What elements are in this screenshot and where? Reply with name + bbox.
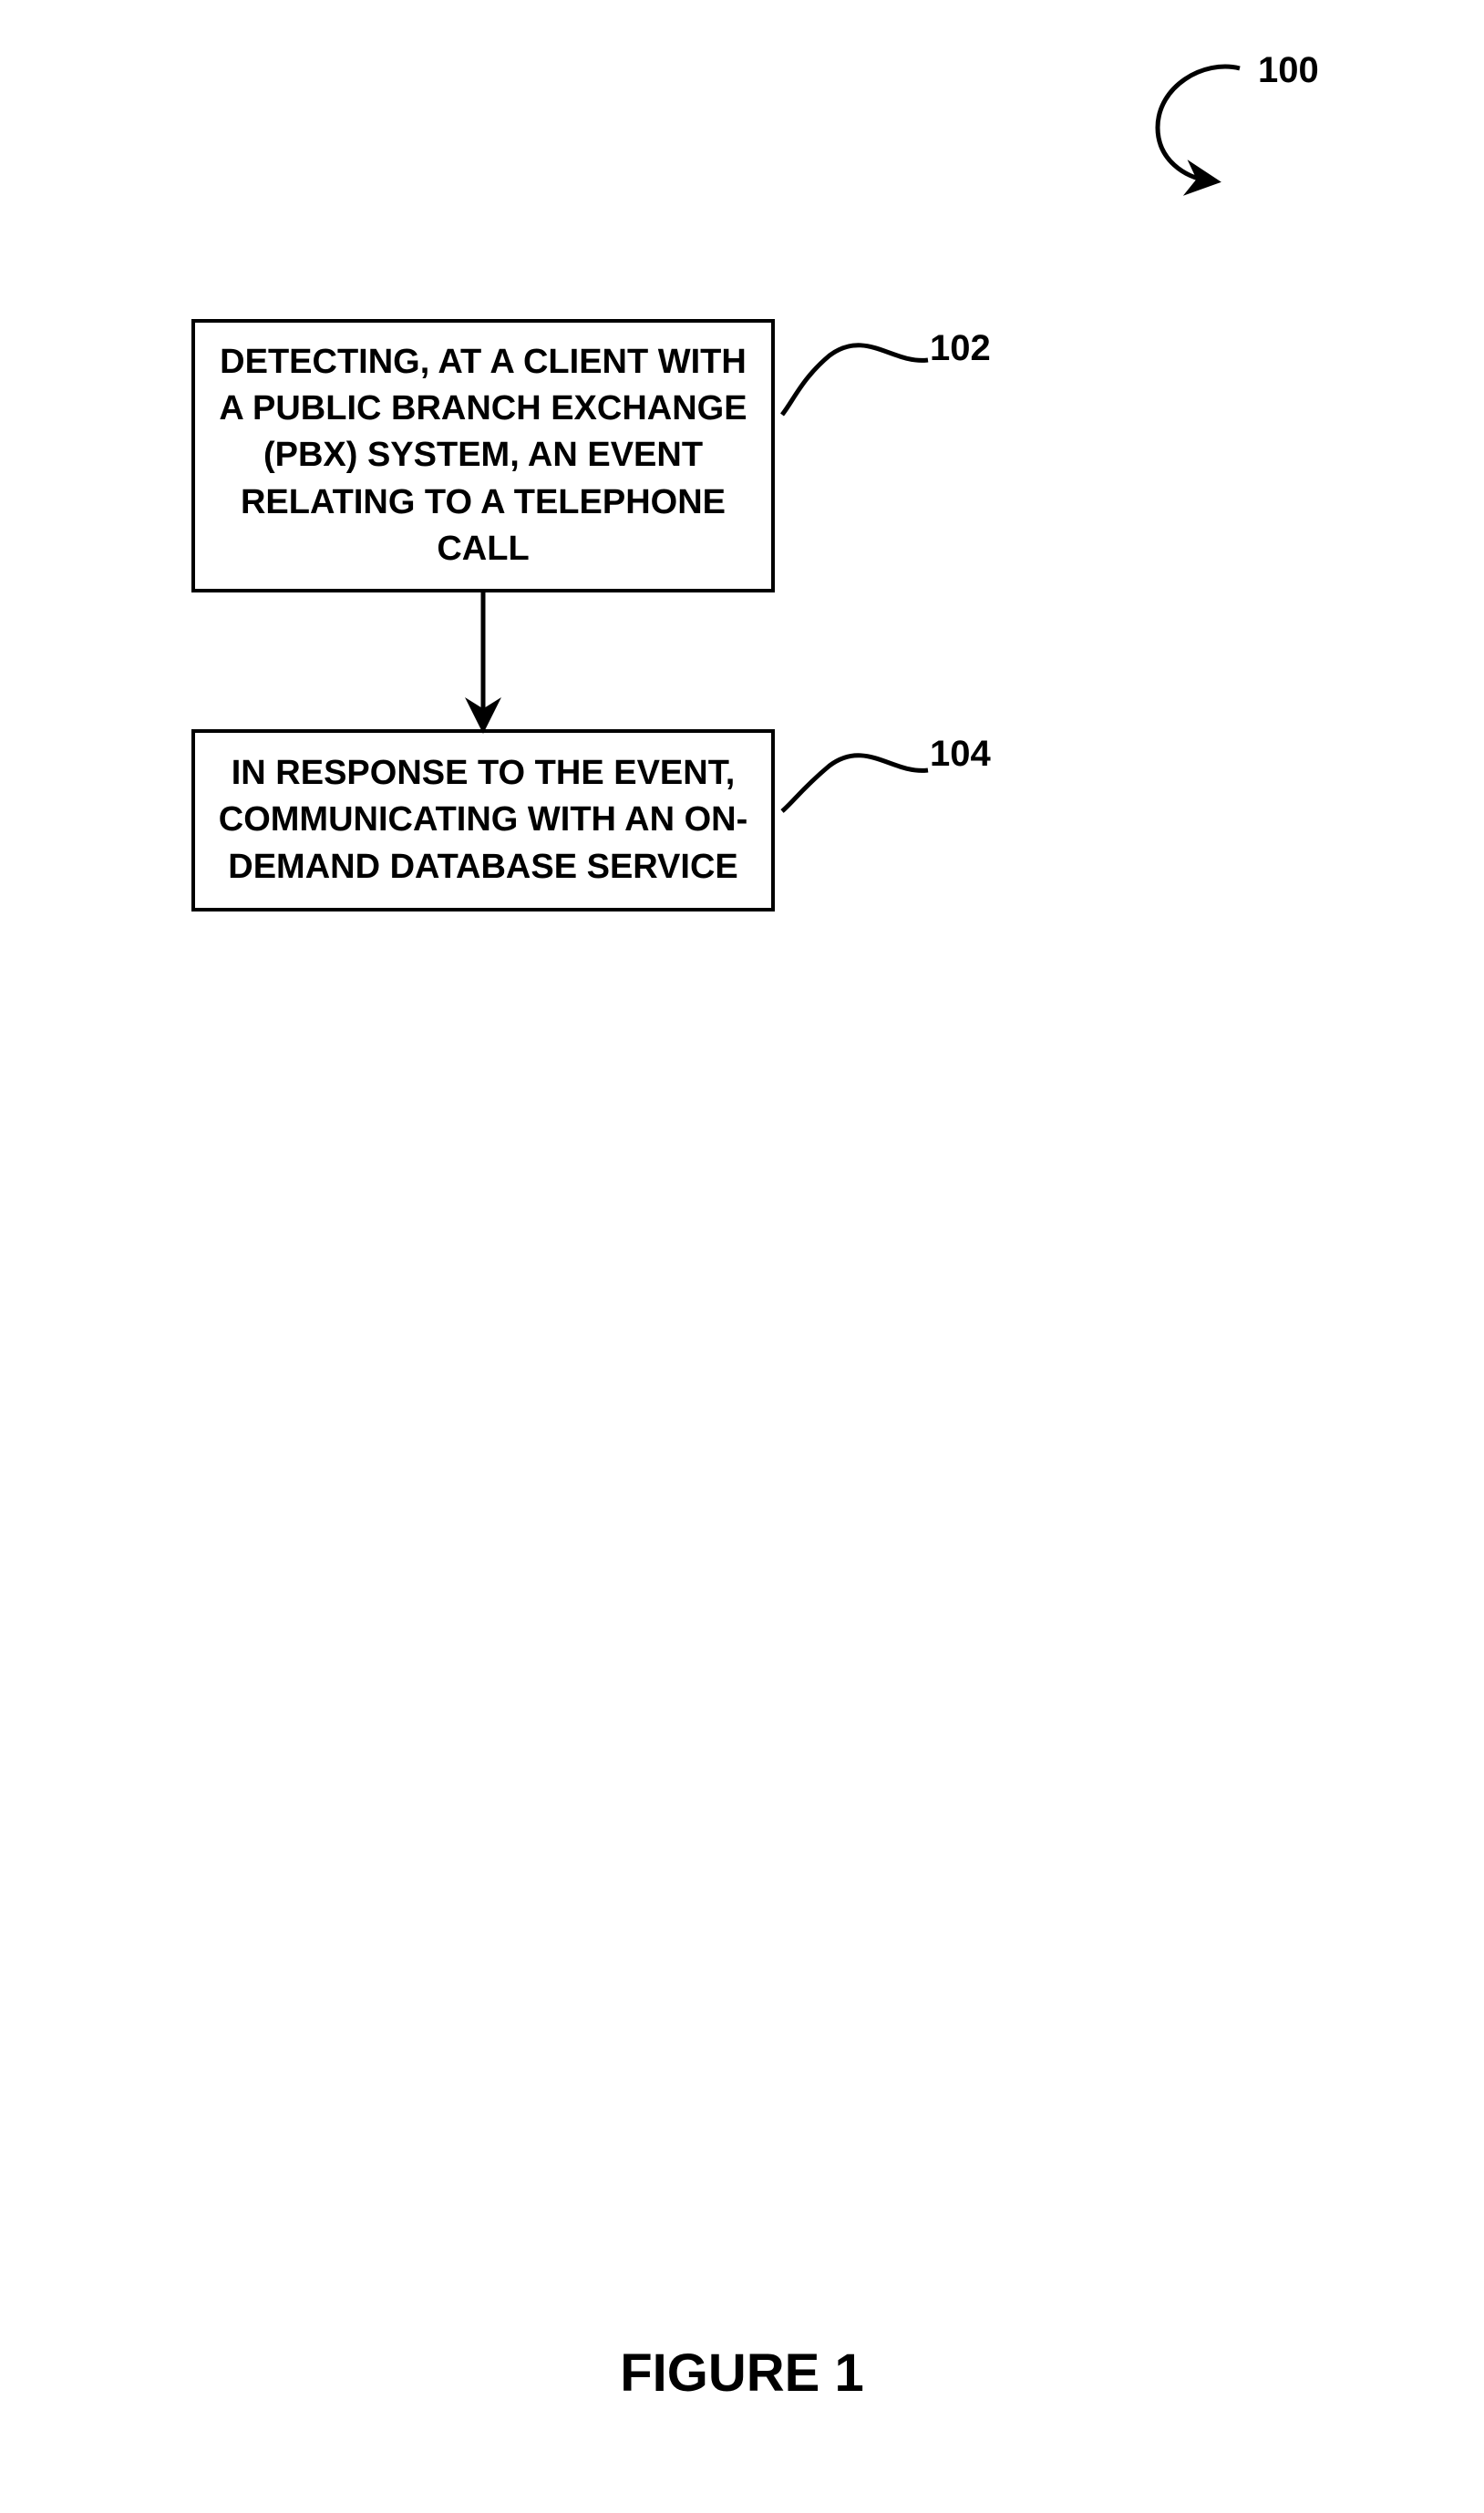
- node-104-text: IN RESPONSE TO THE EVENT, COMMUNICATING …: [213, 750, 753, 891]
- node-102-text: DETECTING, AT A CLIENT WITH A PUBLIC BRA…: [213, 339, 753, 572]
- callout-arrow-104: [782, 756, 928, 811]
- callout-arrow-100: [1158, 67, 1240, 180]
- callout-arrow-102: [782, 345, 928, 415]
- reference-label-104: 104: [930, 734, 991, 775]
- flowchart-diagram: DETECTING, AT A CLIENT WITH A PUBLIC BRA…: [0, 0, 1484, 2513]
- reference-label-102: 102: [930, 328, 991, 369]
- flowchart-node-102: DETECTING, AT A CLIENT WITH A PUBLIC BRA…: [191, 319, 775, 592]
- reference-label-100: 100: [1258, 50, 1319, 91]
- flowchart-node-104: IN RESPONSE TO THE EVENT, COMMUNICATING …: [191, 729, 775, 911]
- figure-title: FIGURE 1: [620, 2343, 864, 2404]
